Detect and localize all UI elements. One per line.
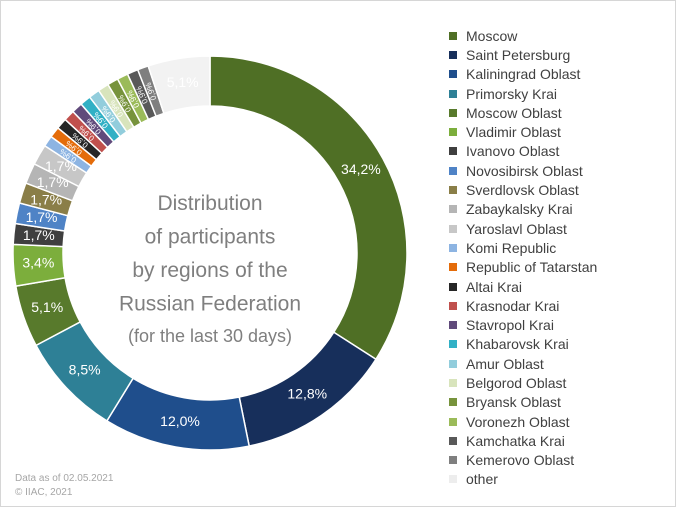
legend-swatch: [449, 243, 457, 252]
slice-label-other: 5,1%: [167, 74, 199, 90]
legend-swatch: [449, 31, 457, 40]
legend-label: Saint Petersburg: [466, 46, 571, 63]
legend-item: Ivanovo Oblast: [449, 142, 597, 161]
slice-label-ivanovo-oblast: 1,7%: [23, 227, 55, 243]
legend-swatch: [449, 456, 457, 465]
chart-title-line: of participants: [145, 226, 276, 249]
slice-label-moscow: 34,2%: [341, 161, 381, 177]
slice-label-primorsky-krai: 8,5%: [69, 361, 101, 377]
legend-label: Stavropol Krai: [466, 317, 554, 334]
legend-swatch: [449, 321, 457, 330]
legend-item: Kamchatka Krai: [449, 431, 597, 450]
slice-label-sverdlovsk-oblast: 1,7%: [30, 191, 62, 207]
legend-swatch: [449, 282, 457, 291]
legend-item: Vladimir Oblast: [449, 122, 597, 141]
legend-label: Amur Oblast: [466, 355, 544, 372]
legend-label: Belgorod Oblast: [466, 374, 567, 391]
chart-title-line: by regions of the: [132, 259, 287, 282]
legend-item: Primorsky Krai: [449, 84, 597, 103]
legend-swatch: [449, 301, 457, 310]
legend-swatch: [449, 359, 457, 368]
legend-swatch: [449, 89, 457, 98]
legend-swatch: [449, 436, 457, 445]
slice-label-novosibirsk-oblast: 1,7%: [26, 209, 58, 225]
legend-item: Kemerovo Oblast: [449, 451, 597, 470]
slice-label-kaliningrad-oblast: 12,0%: [160, 413, 200, 429]
legend-swatch: [449, 417, 457, 426]
legend-item: Novosibirsk Oblast: [449, 161, 597, 180]
legend-item: Moscow Oblast: [449, 103, 597, 122]
legend-label: Zabaykalsky Krai: [466, 201, 573, 218]
copyright-note: © IIAC, 2021: [15, 487, 73, 498]
legend-item: other: [449, 470, 597, 489]
legend-label: Khabarovsk Krai: [466, 336, 569, 353]
legend-item: Moscow: [449, 26, 597, 45]
data-date-note: Data as of 02.05.2021: [15, 473, 114, 484]
chart-legend: Moscow Saint Petersburg Kaliningrad Oblast…: [449, 26, 597, 489]
chart-subtitle: (for the last 30 days): [128, 326, 292, 346]
legend-item: Khabarovsk Krai: [449, 335, 597, 354]
slice-moscow: [209, 55, 408, 361]
slice-other: [147, 55, 211, 115]
legend-swatch: [449, 475, 457, 484]
slice-label-saint-petersburg: 12,8%: [287, 386, 327, 402]
footnote: Data as of 02.05.2021 © IIAC, 2021: [15, 472, 113, 500]
legend-label: Kemerovo Oblast: [466, 452, 575, 469]
legend-swatch: [449, 263, 457, 272]
legend-swatch: [449, 378, 457, 387]
legend-label: Krasnodar Krai: [466, 297, 560, 314]
legend-item: Krasnodar Krai: [449, 296, 597, 315]
legend-label: Novosibirsk Oblast: [466, 162, 583, 179]
legend-swatch: [449, 205, 457, 214]
chart-title-line: Russian Federation: [119, 293, 301, 316]
legend-label: Vladimir Oblast: [466, 124, 561, 141]
legend-swatch: [449, 166, 457, 175]
legend-label: Sverdlovsk Oblast: [466, 182, 579, 199]
chart-title-line: Distribution: [157, 192, 262, 215]
legend-item: Komi Republic: [449, 238, 597, 257]
legend-item: Zabaykalsky Krai: [449, 200, 597, 219]
slice-label-vladimir-oblast: 3,4%: [22, 254, 54, 270]
legend-swatch: [449, 340, 457, 349]
legend-label: Kaliningrad Oblast: [466, 66, 581, 83]
legend-label: Komi Republic: [466, 239, 557, 256]
legend-label: Voronezh Oblast: [466, 413, 570, 430]
legend-label: Yaroslavl Oblast: [466, 220, 567, 237]
legend-swatch: [449, 50, 457, 59]
legend-swatch: [449, 108, 457, 117]
legend-item: Kaliningrad Oblast: [449, 65, 597, 84]
legend-label: Altai Krai: [466, 278, 523, 295]
slice-label-moscow-oblast: 5,1%: [31, 299, 63, 315]
legend-item: Republic of Tatarstan: [449, 258, 597, 277]
legend-swatch: [449, 147, 457, 156]
slice-label-zabaykalsky-krai: 1,7%: [37, 174, 69, 190]
legend-label: Moscow: [466, 27, 518, 44]
legend-swatch: [449, 186, 457, 195]
legend-swatch: [449, 70, 457, 79]
legend-item: Belgorod Oblast: [449, 373, 597, 392]
legend-item: Saint Petersburg: [449, 45, 597, 64]
legend-swatch: [449, 224, 457, 233]
legend-item: Stavropol Krai: [449, 315, 597, 334]
legend-item: Voronezh Oblast: [449, 412, 597, 431]
legend-label: Kamchatka Krai: [466, 432, 565, 449]
legend-item: Altai Krai: [449, 277, 597, 296]
legend-item: Sverdlovsk Oblast: [449, 180, 597, 199]
legend-label: Primorsky Krai: [466, 85, 558, 102]
legend-swatch: [449, 128, 457, 137]
legend-item: Yaroslavl Oblast: [449, 219, 597, 238]
legend-label: Ivanovo Oblast: [466, 143, 560, 160]
legend-item: Bryansk Oblast: [449, 393, 597, 412]
legend-item: Amur Oblast: [449, 354, 597, 373]
legend-swatch: [449, 398, 457, 407]
legend-label: other: [466, 471, 498, 488]
legend-label: Moscow Oblast: [466, 104, 562, 121]
legend-label: Bryansk Oblast: [466, 394, 561, 411]
legend-label: Republic of Tatarstan: [466, 259, 598, 276]
